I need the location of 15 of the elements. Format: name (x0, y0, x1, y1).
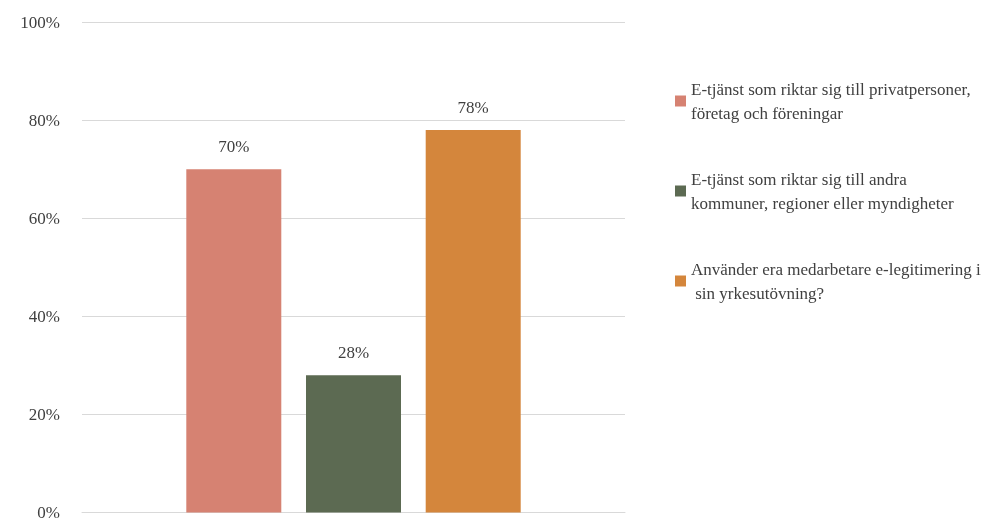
legend-label: Använder era medarbetare e-legitimering i sin yrkesutövning? (691, 259, 982, 303)
y-tick-label: 60% (28, 208, 60, 228)
y-tick-label: 40% (28, 306, 60, 326)
data-label: 28% (337, 343, 370, 363)
data-label: 70% (218, 137, 250, 157)
bar (425, 129, 521, 513)
y-tick-label: 80% (28, 110, 60, 130)
legend-label: E-tjänst som riktar sig till andra kommuner, regioner eller myndigheter (691, 169, 955, 213)
bar (306, 375, 401, 513)
data-label: 78% (457, 97, 489, 117)
bar (186, 169, 282, 513)
y-tick-label: 20% (28, 404, 60, 424)
y-tick-label: 100% (20, 12, 60, 32)
y-tick-label: 0% (37, 503, 60, 521)
legend-label: E-tjänst som riktar sig till privatpersoner, företag och föreningar (691, 79, 976, 123)
